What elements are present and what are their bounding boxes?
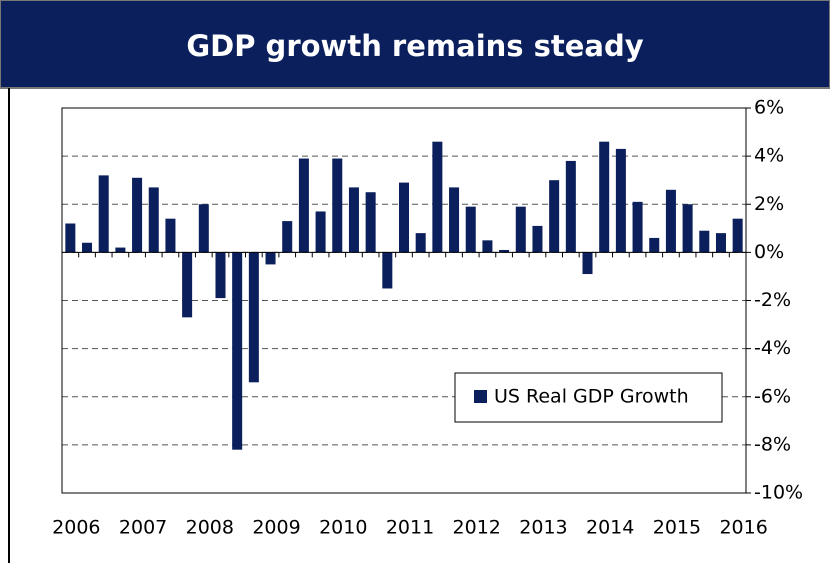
bar bbox=[98, 175, 109, 253]
x-tick-label: 2008 bbox=[186, 517, 234, 539]
chart-title: GDP growth remains steady bbox=[186, 29, 643, 63]
bar bbox=[182, 252, 193, 318]
y-tick-label: -2% bbox=[754, 289, 791, 311]
bar bbox=[665, 189, 676, 253]
header-band bbox=[0, 0, 830, 89]
y-tick-label: -6% bbox=[754, 385, 791, 407]
legend-swatch bbox=[474, 390, 487, 403]
y-tick-label: 2% bbox=[754, 193, 784, 215]
bar bbox=[649, 237, 660, 253]
y-tick-label: 6% bbox=[754, 97, 784, 119]
y-tick-label: 4% bbox=[754, 145, 784, 167]
bar bbox=[365, 192, 376, 253]
bar bbox=[265, 252, 276, 265]
bar bbox=[165, 218, 176, 253]
x-tick-label: 2016 bbox=[719, 517, 767, 539]
x-tick-label: 2009 bbox=[252, 517, 300, 539]
bar bbox=[248, 252, 259, 383]
bar bbox=[315, 211, 326, 253]
bar bbox=[499, 249, 510, 253]
bar bbox=[65, 223, 76, 253]
x-tick-label: 2006 bbox=[52, 517, 100, 539]
plot-border bbox=[61, 107, 747, 494]
legend-label: US Real GDP Growth bbox=[494, 386, 689, 408]
bar bbox=[715, 233, 726, 253]
legend-box bbox=[454, 372, 723, 423]
x-tick-label: 2007 bbox=[119, 517, 167, 539]
bar bbox=[282, 221, 293, 253]
bar bbox=[82, 242, 93, 253]
x-tick-label: 2012 bbox=[453, 517, 501, 539]
bar bbox=[699, 230, 710, 253]
bar bbox=[232, 252, 243, 450]
x-tick-label: 2014 bbox=[586, 517, 634, 539]
bar bbox=[682, 204, 693, 253]
bar bbox=[615, 148, 626, 253]
bar bbox=[215, 252, 226, 299]
bar bbox=[515, 206, 526, 253]
bar bbox=[148, 187, 159, 253]
bar bbox=[115, 247, 126, 253]
bar bbox=[132, 177, 143, 253]
bar bbox=[732, 218, 743, 253]
y-tick-label: -4% bbox=[754, 337, 791, 359]
y-tick-label: -10% bbox=[754, 482, 803, 504]
y-tick-label: 0% bbox=[754, 241, 784, 263]
bar bbox=[599, 141, 610, 253]
bar bbox=[415, 233, 426, 253]
bar bbox=[532, 225, 543, 253]
bar bbox=[398, 182, 410, 253]
bar bbox=[432, 141, 443, 253]
x-tick-label: 2011 bbox=[386, 517, 434, 539]
x-tick-label: 2010 bbox=[319, 517, 367, 539]
bar bbox=[549, 180, 560, 253]
bar bbox=[382, 252, 393, 289]
bar bbox=[565, 160, 576, 253]
bar bbox=[582, 252, 593, 275]
bar bbox=[465, 206, 476, 253]
x-tick-label: 2015 bbox=[653, 517, 701, 539]
y-tick-label: -8% bbox=[754, 433, 791, 455]
bar bbox=[348, 187, 359, 253]
bar bbox=[298, 158, 309, 253]
bar bbox=[482, 240, 493, 253]
bar bbox=[198, 204, 209, 253]
x-tick-label: 2013 bbox=[519, 517, 567, 539]
bar bbox=[632, 201, 643, 253]
bar bbox=[449, 187, 460, 253]
bar bbox=[332, 158, 343, 253]
